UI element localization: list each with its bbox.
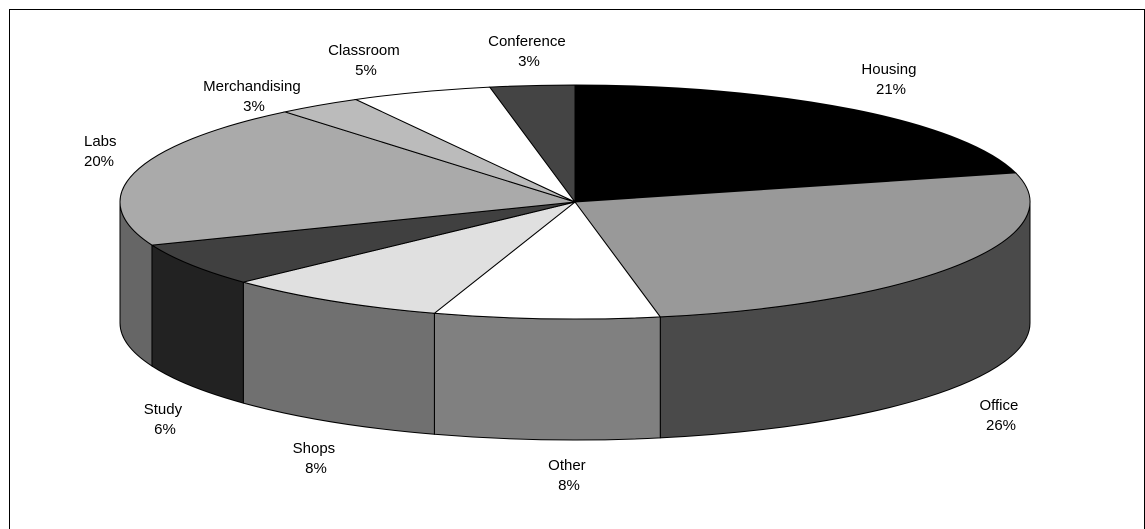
label-classroom: Classroom 5%	[328, 42, 404, 79]
label-office: Office 26%	[979, 397, 1022, 434]
slice-other	[433, 201, 662, 320]
label-shops: Shops 8%	[293, 440, 340, 477]
label-labs: Labs 20%	[84, 133, 121, 170]
label-conference: Conference 3%	[488, 33, 570, 70]
pie-sides	[119, 201, 1031, 441]
label-merchandising: Merchandising 3%	[203, 78, 305, 115]
slice-shops	[243, 201, 576, 314]
side-other	[433, 312, 661, 441]
slice-conference	[488, 84, 576, 204]
label-study: Study 6%	[144, 401, 187, 438]
pie-labels: Housing 21% Office 26% Other 8% Shops 8%…	[84, 33, 1022, 494]
slice-housing	[574, 84, 1017, 203]
slice-study	[150, 201, 576, 283]
pie-chart: Housing 21% Office 26% Other 8% Shops 8%…	[84, 33, 1031, 494]
slice-classroom	[354, 86, 576, 203]
slice-office	[574, 172, 1031, 318]
label-housing: Housing 21%	[861, 61, 920, 98]
label-other: Other 8%	[548, 457, 590, 494]
pie-tops	[119, 84, 1031, 320]
slice-labs	[119, 111, 576, 246]
